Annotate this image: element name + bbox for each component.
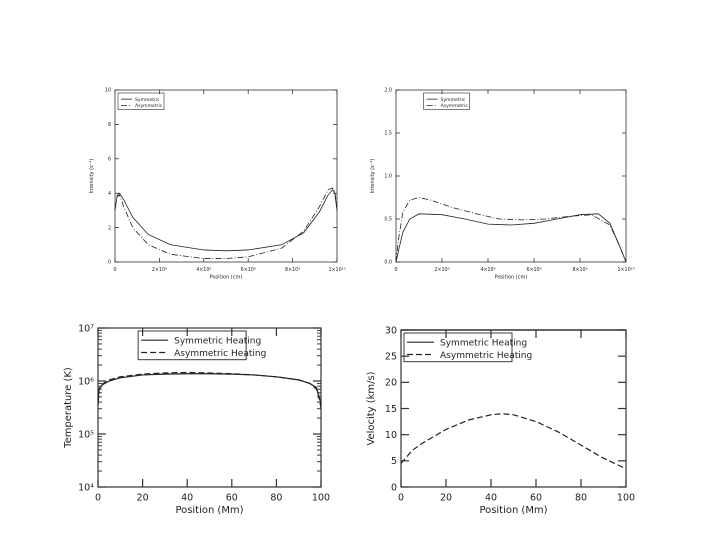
x-tick-label: 80 [270,493,282,504]
chart-1: 0 2×10⁹ 4×10⁹ 6×10⁹ 8×10⁹ 1×10¹⁰ 0 2 4 6 8 10 Positi… [89,88,346,281]
x-tick-label: 80 [575,493,587,504]
y-tick-label: 15 [385,404,397,415]
series-line-2 [97,371,322,409]
x-tick-label: 4×10⁹ [196,267,211,273]
y-tick-label: 0 [108,260,111,266]
x-tick-label: 40 [181,493,193,504]
x-axis-label: Position (Mm) [479,505,547,516]
y-tick-label: 2 [108,225,111,231]
plot-frame [395,89,627,263]
x-tick-label: 1×10¹⁰ [617,267,634,273]
x-tick-label: 100 [312,493,330,504]
legend-label: Symmetric Heating [440,339,527,349]
x-tick-label: 2×10⁹ [434,267,449,273]
x-tick-label: 0 [394,267,397,273]
legend-box [137,330,247,361]
y-tick-label: 10⁵ [78,429,94,440]
x-axis-label: Position (cm) [495,275,528,281]
y-tick-label: 25 [385,351,397,362]
series-line-1 [97,373,322,406]
legend-box [423,92,470,110]
legend: Symmetric Heating Asymmetric Heating [403,332,532,363]
y-axis-label: Temperature (K) [63,367,74,449]
x-tick-label: 0 [398,493,404,504]
legend-label: Asymmetric [441,103,469,109]
chart-3: 0 20 40 60 80 100 10⁴ 10⁵ 10⁶ 10⁷ Position (Mm) Tem… [63,323,330,516]
y-tick-label: 5 [391,456,397,467]
y-axis-label: Intensity (s⁻¹) [89,159,95,194]
x-tick-label: 8×10⁹ [572,267,587,273]
x-tick-label: 2×10⁹ [152,267,167,273]
y-tick-label: 10⁷ [78,323,94,334]
plot-frame [114,89,338,263]
legend: Symmetric Heating Asymmetric Heating [137,330,266,361]
y-tick-label: 1.0 [384,174,392,180]
y-tick-label: 10⁶ [78,376,94,387]
legend-label: Asymmetric Heating [174,349,266,359]
series-line-2 [114,187,338,259]
x-tick-label: 20 [440,493,452,504]
y-tick-label: 30 [385,325,397,336]
y-tick-label: 20 [385,378,397,389]
y-tick-label: 0 [391,482,397,493]
y-axis-label: Velocity (km/s) [366,371,377,445]
legend-label: Symmetric [135,97,160,103]
x-tick-label: 4×10⁹ [480,267,495,273]
y-tick-label: 4 [108,191,111,197]
legend-label: Asymmetric Heating [440,351,532,361]
x-tick-label: 1×10¹⁰ [328,267,345,273]
x-tick-label: 20 [137,493,149,504]
y-tick-label: 0.0 [384,260,392,266]
x-tick-label: 40 [485,493,497,504]
legend-label: Symmetric Heating [174,337,261,347]
chart-4: 0 20 40 60 80 100 0 5 10 15 20 25 30 Position (Mm) Vel… [366,325,635,516]
series-line-2 [400,413,627,470]
series-line-1 [114,189,338,252]
x-axis-label: Position (cm) [210,275,243,281]
x-axis-label: Position (Mm) [175,505,243,516]
chart-2: 0 2×10⁹ 4×10⁹ 6×10⁹ 8×10⁹ 1×10¹⁰ 0.0 0.5 1.0 1.5 2… [370,88,635,281]
legend-box [117,92,165,110]
x-tick-label: 8×10⁹ [285,267,300,273]
x-tick-label: 0 [95,493,101,504]
y-tick-label: 0.5 [384,217,392,223]
y-tick-label: 10 [385,430,397,441]
series-line-2 [395,197,627,263]
x-tick-label: 60 [226,493,238,504]
y-tick-label: 10⁴ [78,482,94,493]
y-tick-label: 1.5 [384,131,392,137]
x-tick-label: 60 [530,493,542,504]
y-axis-label: Intensity (s⁻¹) [370,159,376,194]
y-tick-label: 6 [108,156,111,162]
y-tick-label: 10 [105,88,111,94]
legend-label: Symmetric [441,97,466,103]
x-tick-label: 6×10⁹ [241,267,256,273]
x-tick-label: 6×10⁹ [526,267,541,273]
y-tick-label: 8 [108,122,111,128]
x-tick-label: 0 [113,267,116,273]
series-line-1 [395,213,627,263]
legend-box [403,332,513,363]
legend-label: Asymmetric [135,103,163,109]
y-tick-label: 2.0 [384,88,392,94]
x-tick-label: 100 [617,493,635,504]
